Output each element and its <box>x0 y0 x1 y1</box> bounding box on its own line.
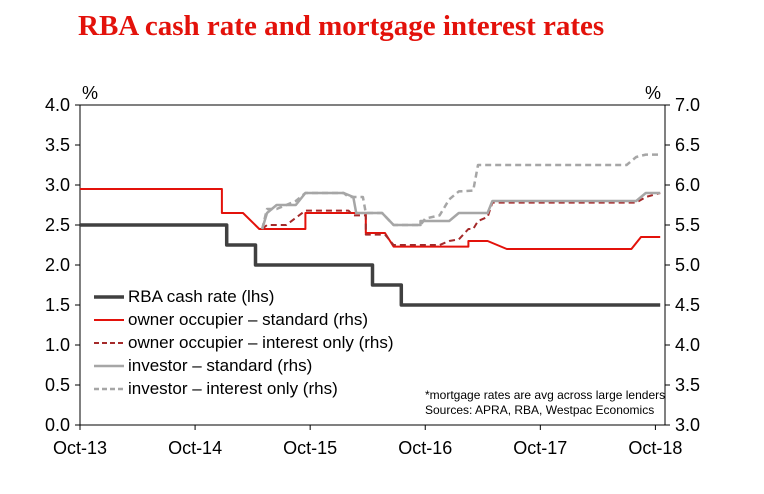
right-tick-label: 6.0 <box>675 175 700 195</box>
left-tick-label: 0.0 <box>45 415 70 435</box>
series-line-2 <box>261 192 661 246</box>
x-tick-label: Oct-14 <box>168 438 222 458</box>
right-tick-label: 3.5 <box>675 375 700 395</box>
right-tick-label: 7.0 <box>675 95 700 115</box>
legend-label-0: RBA cash rate (lhs) <box>128 287 274 306</box>
footnote: *mortgage rates are avg across large len… <box>425 388 665 402</box>
right-tick-label: 6.5 <box>675 135 700 155</box>
chart-title: RBA cash rate and mortgage interest rate… <box>78 10 605 42</box>
x-tick-label: Oct-18 <box>628 438 682 458</box>
legend-label-1: owner occupier – standard (rhs) <box>128 310 368 329</box>
right-axis-unit: % <box>645 83 661 103</box>
series-line-4 <box>260 153 661 230</box>
left-tick-label: 2.0 <box>45 255 70 275</box>
x-tick-label: Oct-17 <box>513 438 567 458</box>
legend-label-3: investor – standard (rhs) <box>128 356 312 375</box>
x-tick-label: Oct-16 <box>398 438 452 458</box>
right-tick-label: 3.0 <box>675 415 700 435</box>
legend: RBA cash rate (lhs) owner occupier – stan… <box>94 287 394 398</box>
right-tick-label: 5.5 <box>675 215 700 235</box>
right-tick-label: 5.0 <box>675 255 700 275</box>
right-tick-label: 4.0 <box>675 335 700 355</box>
left-tick-label: 4.0 <box>45 95 70 115</box>
series-lines <box>80 153 661 307</box>
series-line-1 <box>80 188 661 250</box>
left-tick-label: 3.5 <box>45 135 70 155</box>
x-tick-label: Oct-13 <box>53 438 107 458</box>
right-tick-label: 4.5 <box>675 295 700 315</box>
left-tick-label: 2.5 <box>45 215 70 235</box>
axis-ticks: 4.0 3.5 3.0 2.5 2.0 1.5 1.0 0.5 0.0 7.0 6.5 6.0 5.5 5… <box>45 95 700 458</box>
left-tick-label: 1.0 <box>45 335 70 355</box>
x-tick-label: Oct-15 <box>283 438 337 458</box>
left-tick-label: 3.0 <box>45 175 70 195</box>
legend-label-4: investor – interest only (rhs) <box>128 379 338 398</box>
series-line-0 <box>80 223 661 307</box>
left-tick-label: 0.5 <box>45 375 70 395</box>
legend-label-2: owner occupier – interest only (rhs) <box>128 333 394 352</box>
left-tick-label: 1.5 <box>45 295 70 315</box>
source-note: Sources: APRA, RBA, Westpac Economics <box>425 403 654 417</box>
left-axis-unit: % <box>82 83 98 103</box>
